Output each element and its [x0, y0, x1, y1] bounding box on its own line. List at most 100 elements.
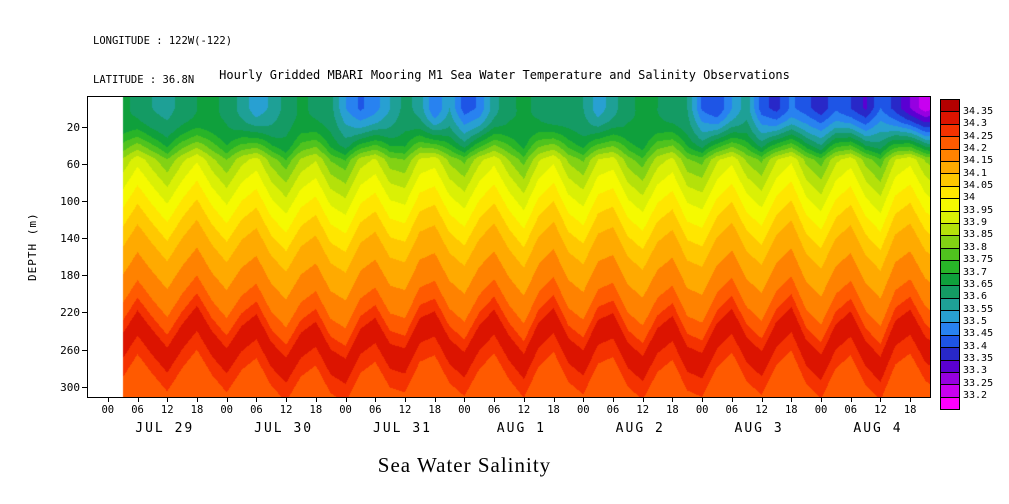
colorbar-cell — [941, 297, 959, 310]
colorbar-cell — [941, 210, 959, 224]
hour-tick-mark — [167, 398, 169, 402]
colorbar-label: 34.05 — [963, 180, 994, 192]
colorbar-label: 34.25 — [963, 130, 994, 142]
hour-tick-label: 12 — [160, 404, 174, 416]
y-axis-title: DEPTH (m) — [26, 212, 39, 282]
colorbar-cell — [941, 247, 959, 261]
hour-tick-mark — [613, 398, 614, 402]
hour-tick-mark — [821, 398, 823, 402]
depth-tick-mark — [82, 349, 87, 351]
hour-tick-mark — [315, 398, 317, 402]
depth-tick-mark — [82, 238, 87, 240]
hour-tick-mark — [256, 398, 258, 402]
date-label: JUL 29 — [135, 421, 195, 436]
hour-tick-label: 00 — [220, 404, 233, 416]
colorbar-label: 34.3 — [963, 118, 988, 130]
hour-tick-label: 06 — [487, 404, 501, 416]
hour-tick-label: 18 — [309, 404, 323, 416]
colorbar-cell — [941, 148, 959, 162]
colorbar-cell — [941, 260, 959, 273]
hour-tick-mark — [672, 398, 674, 402]
hour-tick-mark — [464, 398, 466, 402]
colorbar-cell — [941, 384, 959, 397]
colorbar-label: 33.4 — [963, 340, 988, 352]
depth-tick-label: 180 — [60, 269, 80, 283]
depth-tick-label: 100 — [60, 195, 80, 209]
depth-tick-label: 300 — [60, 380, 80, 394]
hour-tick-label: 12 — [636, 404, 650, 416]
colorbar-label: 33.85 — [963, 229, 994, 241]
hour-tick-mark — [880, 398, 882, 402]
date-label: AUG 4 — [853, 421, 903, 436]
hour-tick-label: 06 — [606, 404, 620, 416]
colorbar-cell — [941, 100, 959, 112]
colorbar-label: 33.45 — [963, 328, 994, 340]
colorbar-label: 34.2 — [963, 142, 988, 154]
date-label: AUG 2 — [615, 421, 665, 436]
hour-tick-label: 12 — [874, 404, 887, 416]
hour-tick-label: 18 — [903, 404, 917, 416]
hour-tick-label: 18 — [190, 404, 204, 416]
colorbar-cell — [941, 198, 959, 211]
hour-tick-label: 06 — [131, 404, 144, 416]
depth-tick-mark — [82, 126, 87, 128]
hour-tick-label: 12 — [517, 404, 531, 416]
colorbar-label: 34 — [963, 192, 976, 204]
latitude-text: LATITUDE : 36.8N — [93, 74, 195, 86]
depth-tick-label: 220 — [60, 306, 80, 320]
depth-tick-label: 140 — [60, 232, 80, 246]
hour-tick-mark — [494, 398, 496, 402]
colorbar-label: 33.5 — [963, 315, 988, 327]
colorbar-label: 33.25 — [963, 377, 994, 389]
hour-tick-mark — [702, 398, 704, 402]
hour-tick-label: 18 — [666, 404, 679, 416]
colorbar-label: 33.6 — [963, 291, 988, 303]
colorbar-cell — [941, 272, 959, 286]
hour-tick-label: 18 — [547, 404, 560, 416]
hour-tick-mark — [286, 398, 288, 402]
colorbar-label: 33.55 — [963, 303, 994, 315]
hour-tick-mark — [761, 398, 763, 402]
hour-tick-mark — [850, 398, 852, 402]
depth-tick-mark — [82, 275, 87, 277]
hour-tick-mark — [731, 398, 733, 402]
hour-tick-label: 18 — [784, 404, 798, 416]
colorbar-cell — [941, 334, 959, 348]
colorbar-cell — [941, 371, 959, 385]
longitude-text: LONGITUDE : 122W(-122) — [93, 35, 233, 47]
hour-tick-label: 00 — [576, 404, 590, 416]
hour-tick-label: 00 — [458, 404, 471, 416]
hour-tick-mark — [910, 398, 912, 402]
hour-tick-mark — [553, 398, 555, 402]
colorbar-label: 33.9 — [963, 217, 988, 229]
date-label: JUL 31 — [373, 421, 432, 436]
colorbar-cell — [941, 396, 959, 410]
hour-tick-label: 12 — [398, 404, 412, 416]
colorbar-cell — [941, 347, 959, 360]
colorbar-label: 33.3 — [963, 365, 988, 377]
hour-tick-mark — [791, 398, 793, 402]
hour-tick-label: 00 — [339, 404, 352, 416]
colorbar-label: 33.35 — [963, 353, 994, 365]
hour-tick-mark — [523, 398, 525, 402]
colorbar-cell — [941, 223, 959, 236]
hour-tick-label: 12 — [279, 404, 293, 416]
hour-tick-mark — [226, 398, 228, 402]
colorbar-cell — [941, 173, 959, 186]
colorbar-label: 33.7 — [963, 266, 988, 278]
hour-tick-mark — [137, 398, 139, 402]
colorbar-label: 33.95 — [963, 204, 994, 216]
colorbar-cell — [941, 136, 959, 149]
hour-tick-label: 06 — [250, 404, 263, 416]
colorbar-label: 33.2 — [963, 390, 988, 402]
colorbar-cell — [941, 235, 959, 248]
hour-tick-mark — [404, 398, 406, 402]
salinity-heatmap-canvas — [88, 97, 930, 397]
colorbar-label: 33.8 — [963, 241, 988, 253]
colorbar-cell — [941, 161, 959, 174]
date-label: AUG 3 — [734, 421, 784, 436]
depth-tick-label: 20 — [66, 120, 80, 134]
hour-tick-label: 18 — [428, 404, 442, 416]
hour-tick-label: 06 — [844, 404, 858, 416]
depth-tick-mark — [82, 201, 87, 203]
